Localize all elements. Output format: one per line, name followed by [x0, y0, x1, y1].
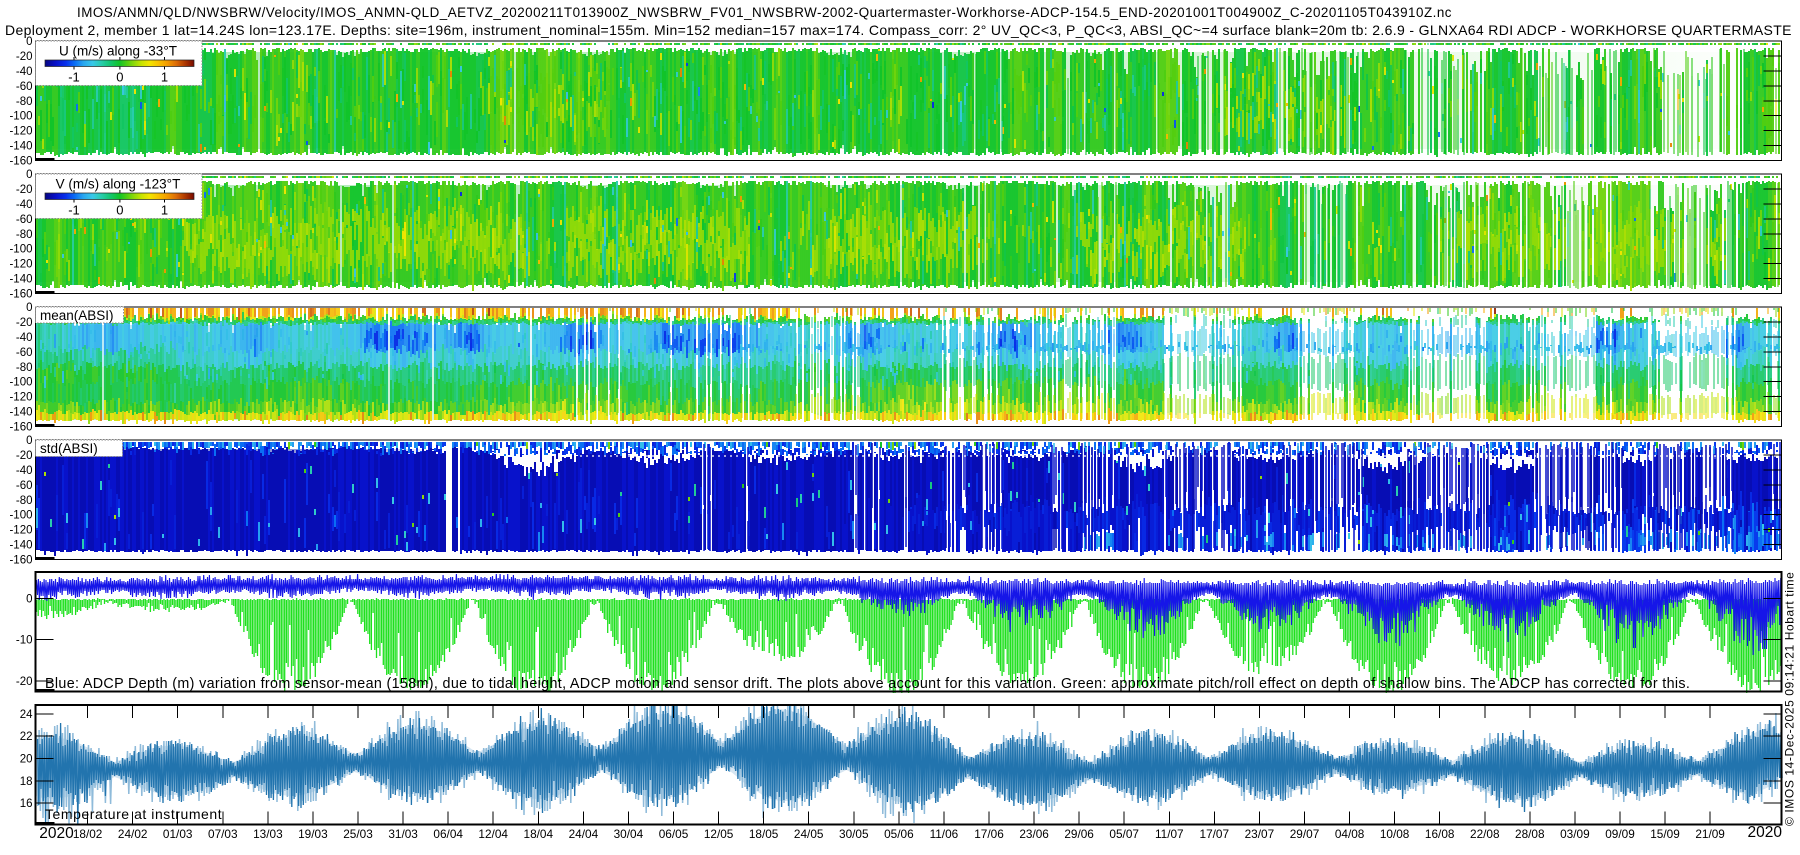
svg-text:-10: -10: [16, 635, 33, 647]
svg-text:16: 16: [20, 798, 33, 810]
svg-text:-120: -120: [9, 259, 32, 271]
svg-text:-100: -100: [9, 377, 32, 389]
svg-text:31/03: 31/03: [388, 827, 418, 841]
svg-text:18/02: 18/02: [73, 827, 103, 841]
svg-text:18: 18: [20, 776, 33, 788]
svg-text:29/06: 29/06: [1064, 827, 1094, 841]
svg-text:-100: -100: [9, 244, 32, 256]
svg-text:09/09: 09/09: [1605, 827, 1635, 841]
svg-text:-140: -140: [9, 141, 32, 153]
svg-text:10/08: 10/08: [1380, 827, 1410, 841]
svg-text:28/08: 28/08: [1515, 827, 1545, 841]
svg-text:-80: -80: [16, 96, 33, 108]
svg-text:16/08: 16/08: [1425, 827, 1455, 841]
svg-text:05/06: 05/06: [884, 827, 914, 841]
svg-text:-80: -80: [16, 495, 33, 507]
svg-text:mean(ABSI): mean(ABSI): [40, 308, 114, 323]
svg-text:24: 24: [20, 709, 33, 721]
svg-text:06/05: 06/05: [659, 827, 689, 841]
svg-text:U (m/s) along -33°T: U (m/s) along -33°T: [59, 44, 177, 59]
svg-text:-1: -1: [68, 203, 80, 218]
svg-text:-160: -160: [9, 422, 32, 434]
svg-text:12/05: 12/05: [704, 827, 734, 841]
svg-text:-60: -60: [16, 480, 33, 492]
svg-text:-160: -160: [9, 289, 32, 301]
svg-text:1: 1: [161, 203, 168, 218]
svg-text:-160: -160: [9, 555, 32, 567]
svg-text:-140: -140: [9, 407, 32, 419]
svg-text:21/09: 21/09: [1695, 827, 1725, 841]
svg-text:-20: -20: [16, 450, 33, 462]
svg-text:17/07: 17/07: [1200, 827, 1230, 841]
svg-text:01/03: 01/03: [163, 827, 193, 841]
svg-text:0: 0: [26, 435, 32, 447]
svg-text:-40: -40: [16, 199, 33, 211]
svg-text:-20: -20: [16, 317, 33, 329]
svg-text:IMOS/ANMN/QLD/NWSBRW/Velocity/: IMOS/ANMN/QLD/NWSBRW/Velocity/IMOS_ANMN-…: [77, 5, 1452, 20]
svg-text:-80: -80: [16, 362, 33, 374]
svg-text:18/05: 18/05: [749, 827, 779, 841]
svg-text:-60: -60: [16, 214, 33, 226]
svg-text:30/05: 30/05: [839, 827, 869, 841]
svg-text:-100: -100: [9, 510, 32, 522]
svg-text:18/04: 18/04: [524, 827, 554, 841]
svg-text:-60: -60: [16, 81, 33, 93]
svg-text:Blue: ADCP Depth (m) variation: Blue: ADCP Depth (m) variation from sens…: [45, 676, 1690, 692]
svg-text:0: 0: [116, 203, 123, 218]
svg-text:-120: -120: [9, 525, 32, 537]
svg-text:0: 0: [26, 36, 32, 48]
svg-text:2020: 2020: [1747, 824, 1782, 841]
svg-text:04/08: 04/08: [1335, 827, 1365, 841]
svg-text:std(ABSI): std(ABSI): [40, 441, 98, 456]
svg-text:-140: -140: [9, 274, 32, 286]
svg-text:23/07: 23/07: [1245, 827, 1275, 841]
svg-text:-20: -20: [16, 676, 33, 688]
svg-text:05/07: 05/07: [1109, 827, 1139, 841]
svg-text:06/04: 06/04: [433, 827, 463, 841]
svg-text:Temperature at instrument: Temperature at instrument: [45, 806, 222, 822]
svg-text:29/07: 29/07: [1290, 827, 1320, 841]
svg-text:2020: 2020: [39, 825, 74, 842]
svg-text:-20: -20: [16, 184, 33, 196]
svg-text:24/04: 24/04: [569, 827, 599, 841]
svg-text:-80: -80: [16, 229, 33, 241]
svg-text:-40: -40: [16, 465, 33, 477]
svg-text:-140: -140: [9, 540, 32, 552]
svg-text:13/03: 13/03: [253, 827, 283, 841]
svg-text:1: 1: [161, 70, 168, 85]
svg-text:0: 0: [26, 169, 32, 181]
svg-text:-100: -100: [9, 111, 32, 123]
svg-text:Deployment 2, member 1 lat=14.: Deployment 2, member 1 lat=14.24S lon=12…: [5, 22, 1792, 38]
svg-text:-120: -120: [9, 392, 32, 404]
svg-text:17/06: 17/06: [974, 827, 1004, 841]
svg-text:-40: -40: [16, 66, 33, 78]
svg-text:-40: -40: [16, 332, 33, 344]
svg-text:12/04: 12/04: [478, 827, 508, 841]
svg-text:© IMOS 14-Dec-2025 09:14:21 Ho: © IMOS 14-Dec-2025 09:14:21 Hobart time: [1783, 572, 1797, 826]
svg-text:19/03: 19/03: [298, 827, 328, 841]
svg-text:11/07: 11/07: [1155, 827, 1184, 841]
svg-text:0: 0: [26, 302, 32, 314]
svg-text:22: 22: [20, 731, 33, 743]
svg-text:-160: -160: [9, 156, 32, 168]
svg-text:25/03: 25/03: [343, 827, 373, 841]
svg-text:0: 0: [116, 70, 123, 85]
svg-text:11/06: 11/06: [930, 827, 959, 841]
svg-text:07/03: 07/03: [208, 827, 238, 841]
svg-text:22/08: 22/08: [1470, 827, 1500, 841]
svg-text:-120: -120: [9, 126, 32, 138]
svg-text:24/05: 24/05: [794, 827, 824, 841]
svg-text:0: 0: [26, 593, 32, 605]
svg-text:V (m/s) along -123°T: V (m/s) along -123°T: [56, 177, 181, 192]
svg-text:-1: -1: [68, 70, 80, 85]
svg-text:-60: -60: [16, 347, 33, 359]
svg-text:03/09: 03/09: [1560, 827, 1590, 841]
svg-text:24/02: 24/02: [118, 827, 148, 841]
svg-text:15/09: 15/09: [1650, 827, 1680, 841]
svg-text:30/04: 30/04: [614, 827, 644, 841]
svg-text:23/06: 23/06: [1019, 827, 1049, 841]
svg-text:-20: -20: [16, 51, 33, 63]
svg-text:20: 20: [20, 754, 33, 766]
